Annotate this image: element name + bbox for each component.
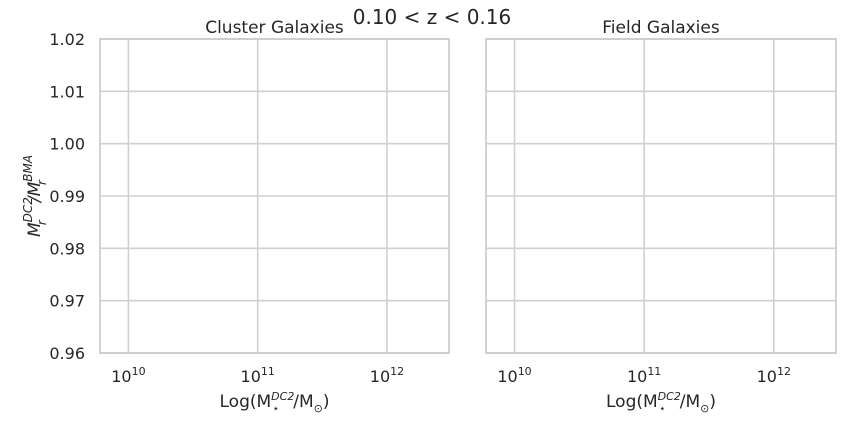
field-axes-frame [485, 38, 837, 354]
figure-suptitle: 0.10 < z < 0.16 [353, 5, 512, 29]
y-axis-label-num-sub: r [35, 219, 49, 225]
cluster-y-tick-label-0: 0.96 [49, 344, 85, 363]
cluster-axes-frame [99, 38, 450, 354]
y-axis-label-mid: /M [25, 181, 45, 204]
field-x-tick-label-1: 1011 [627, 365, 661, 386]
field-x-tick-label-2: 1012 [757, 365, 791, 386]
y-axis-label-num-sup: DC2 [21, 197, 35, 222]
cluster-x-axis-label: Log(MDC2 ⋆/M⊙) [220, 390, 330, 415]
cluster-x-tick-label-0: 1010 [111, 365, 145, 386]
cluster-y-tick-label-6: 1.02 [49, 30, 85, 49]
y-axis-label-den-sub: r [35, 179, 49, 185]
y-axis-label-base: M [25, 222, 45, 237]
cluster-x-tick-label-2: 1012 [370, 365, 404, 386]
y-axis-label: MDC2r/MBMAr [21, 155, 49, 237]
cluster-y-tick-label-3: 0.99 [49, 187, 85, 206]
cluster-galaxies-panel: Cluster Galaxies 1010 1011 1012 0.96 0.97 0.98… [49, 18, 450, 415]
cluster-y-tick-label-2: 0.98 [49, 239, 85, 258]
cluster-y-tick-label-4: 1.00 [49, 135, 85, 154]
cluster-y-tick-label-1: 0.97 [49, 292, 85, 311]
cluster-x-tick-label-1: 1011 [241, 365, 275, 386]
field-galaxies-panel: Field Galaxies 1010 1011 1012 Log(MDC2 ⋆/M⊙) [485, 18, 837, 415]
y-axis-label-den-sup: BMA [21, 155, 35, 182]
cluster-y-tick-label-5: 1.01 [49, 82, 85, 101]
cluster-panel-title: Cluster Galaxies [205, 18, 344, 38]
field-panel-title: Field Galaxies [602, 18, 720, 38]
field-x-axis-label: Log(MDC2 ⋆/M⊙) [606, 390, 716, 415]
field-x-tick-label-0: 1010 [497, 365, 531, 386]
